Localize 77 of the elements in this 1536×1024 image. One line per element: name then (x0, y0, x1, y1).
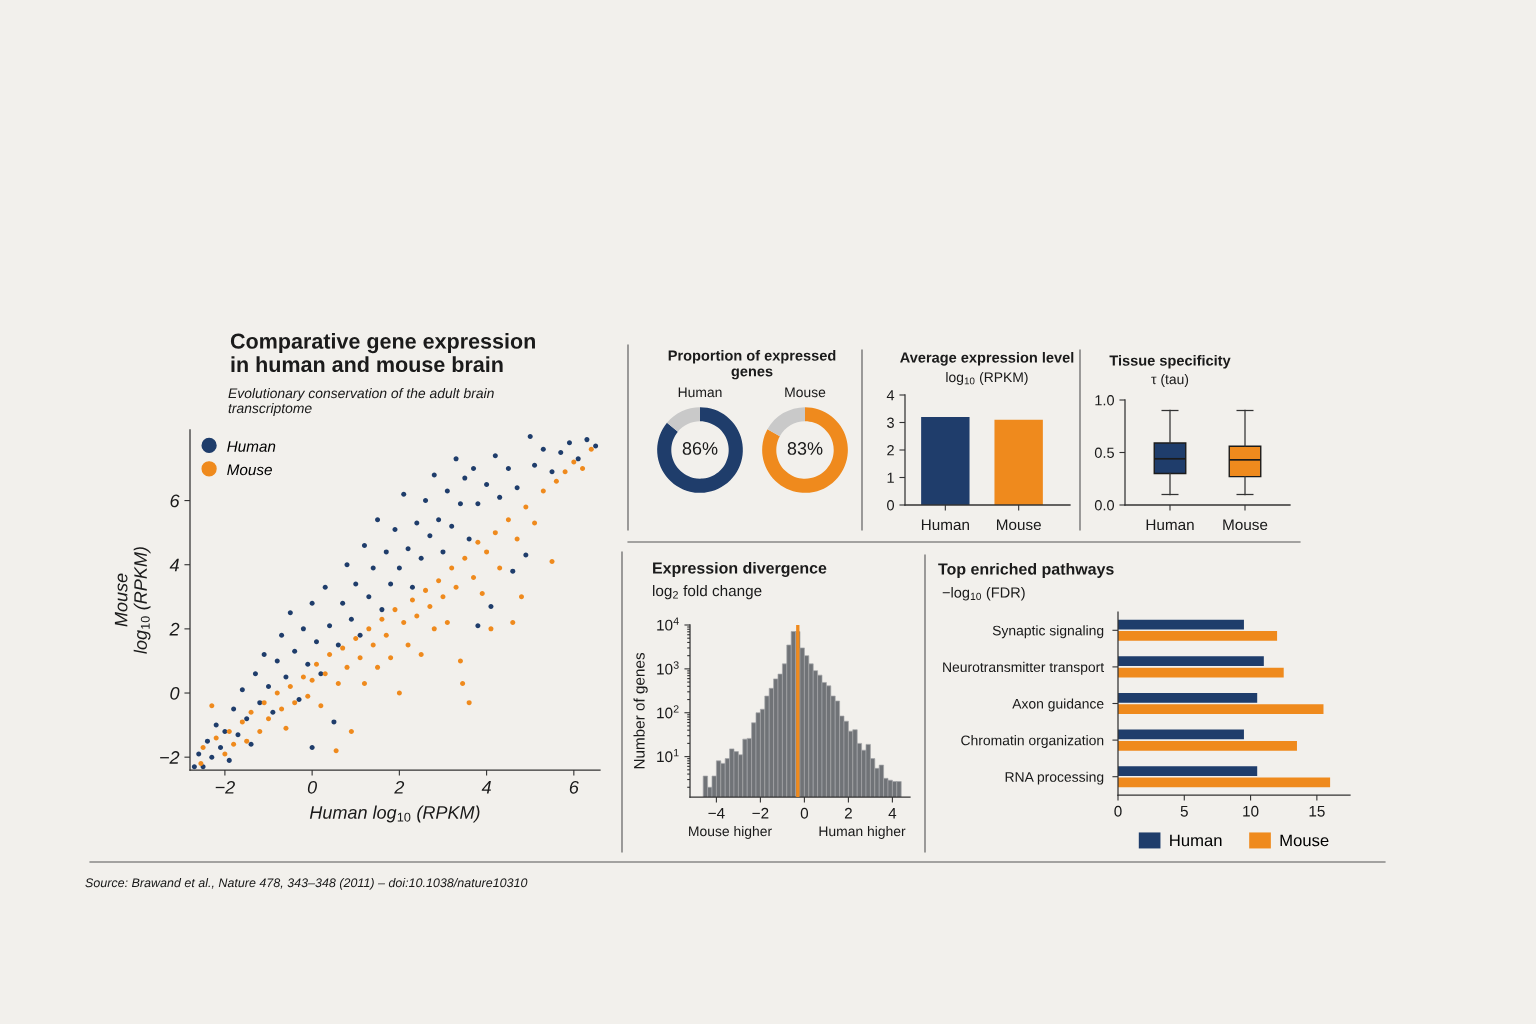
source-note: Source: Brawand et al., Nature 478, 343–348 (2011) – doi:10.1038/nature10310 (85, 878, 528, 890)
y-tick-label: 10$^{2}$ (657, 705, 679, 719)
y-axis-title: Mouse log$_{10}$ (RPKM) (114, 547, 151, 654)
y-tick-label: 4 (886, 390, 895, 401)
bar (1118, 704, 1324, 715)
chart-title: Expression divergence (653, 562, 827, 577)
bar (1118, 692, 1258, 703)
y-tick-label: RNA processing (1005, 771, 1104, 785)
bar (1118, 777, 1331, 788)
donut-slice (762, 407, 848, 493)
y-tick-label: Neurotransmitter transport (943, 661, 1105, 675)
y-tick-label: Chromatin organization (961, 735, 1104, 749)
text: Mouse higher (689, 826, 772, 839)
chart-subtitle: log$_{10}$ (RPKM) (946, 372, 1028, 385)
x-axis-title: Human log$_{10}$ (RPKM) (309, 805, 480, 823)
text: Human higher (819, 826, 906, 839)
x-tick-label: 6 (569, 780, 579, 794)
bar (1118, 766, 1258, 776)
donut-slice (657, 407, 743, 493)
chart-subtitle: τ (tau) (1151, 374, 1189, 387)
legend-label: Human (1170, 834, 1222, 847)
y-tick-label: 2 (887, 445, 894, 456)
x-tick-label: 10 (1243, 805, 1259, 817)
chart-title: Top enriched pathways (938, 563, 1114, 578)
x-tick-label: −4 (708, 807, 725, 819)
y-tick-label: Synaptic signaling (992, 625, 1104, 639)
y-tick-label: 10$^{3}$ (657, 661, 679, 675)
x-tick-label: 15 (1309, 805, 1325, 817)
chart-title: Comparative gene expression in human and mouse brain (230, 333, 535, 373)
y-tick-label: 1.0 (1095, 395, 1115, 406)
text: −log$_{10}$ (FDR) (942, 587, 1025, 601)
x-tick-label: 4 (481, 781, 491, 794)
x-tick-label: −2 (752, 807, 769, 819)
chart-subtitle: Human (678, 387, 722, 398)
legend-label: Mouse (227, 464, 272, 476)
x-tick-label: 2 (394, 780, 405, 794)
y-axis-title: Number of genes (633, 652, 648, 769)
legend-label: Human (227, 441, 276, 452)
donut-slice (666, 407, 700, 432)
text: 86% (682, 442, 718, 455)
y-tick-label: Axon guidance (1012, 698, 1104, 712)
y-tick-label: 10$^{4}$ (657, 617, 679, 631)
chart-subtitle: log$_{2}$ fold change (653, 585, 762, 600)
donut-slice (767, 407, 805, 437)
y-tick-label: 0.5 (1094, 447, 1114, 458)
chart-title: Tissue specificity (1109, 355, 1231, 369)
y-tick-label: 3 (887, 417, 894, 428)
bar (1118, 619, 1244, 630)
y-tick-label: 10$^{1}$ (657, 749, 679, 763)
y-tick-label: 0 (170, 686, 180, 700)
y-tick-label: 2 (169, 622, 180, 636)
x-tick-label: Human (921, 519, 969, 531)
chart-title: Proportion of expressed genes (668, 350, 836, 380)
bar (1118, 656, 1264, 667)
legend-label: Mouse (1280, 834, 1329, 847)
y-tick-label: 0.0 (1094, 500, 1115, 511)
x-tick-label: 5 (1180, 805, 1188, 817)
x-tick-label: Mouse (996, 519, 1041, 531)
x-tick-label: Human (1146, 519, 1194, 531)
x-tick-label: 0 (307, 780, 317, 794)
chart-title: Average expression level (900, 352, 1074, 366)
x-tick-label: −2 (215, 780, 235, 794)
bar (1118, 631, 1278, 641)
y-tick-label: −2 (160, 751, 180, 764)
chart-subtitle: Mouse (785, 387, 826, 398)
x-tick-label: 0 (800, 807, 809, 819)
bar (1118, 667, 1284, 678)
bar (1118, 729, 1244, 740)
x-tick-label: Mouse (1223, 519, 1268, 531)
y-tick-label: 1 (887, 472, 894, 483)
chart-subtitle: Evolutionary conservation of the adult brain transcriptome (228, 388, 494, 416)
y-tick-label: 4 (169, 558, 179, 572)
bar (1118, 740, 1297, 751)
y-tick-label: 6 (170, 494, 180, 508)
y-tick-label: 0 (887, 500, 895, 511)
text: 83% (787, 442, 823, 455)
x-tick-label: 2 (844, 807, 852, 819)
